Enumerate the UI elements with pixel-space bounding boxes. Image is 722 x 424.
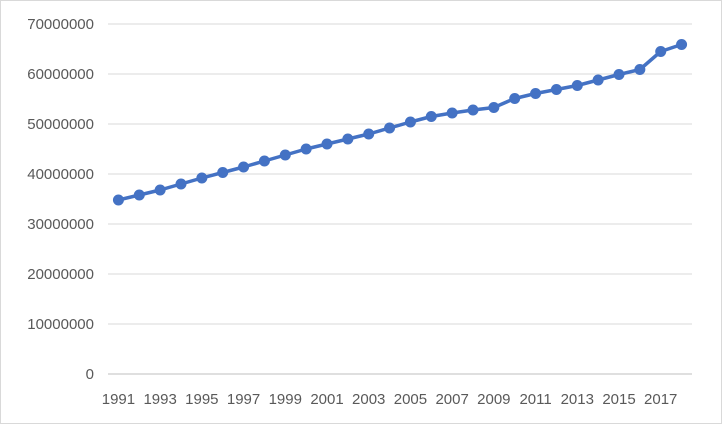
y-tick-label: 70000000 [27, 16, 94, 33]
x-tick-label: 2009 [477, 391, 510, 408]
gridlines [108, 23, 692, 325]
data-point [258, 155, 270, 167]
data-point [613, 69, 625, 80]
data-point [154, 184, 166, 196]
data-point [217, 167, 229, 178]
x-axis-tick-labels: 1991 1993 1995 1997 1999 2001 2003 2005 2007 2009… [102, 391, 678, 408]
data-point [425, 111, 437, 122]
x-tick-label: 1995 [185, 391, 218, 408]
data-point [509, 93, 521, 104]
data-point [384, 122, 396, 134]
data-point [550, 84, 562, 95]
x-tick-label: 2017 [644, 391, 677, 408]
y-axis-tick-labels: 0 10000000 20000000 30000000 40000000 5000000… [27, 16, 94, 383]
y-tick-label: 20000000 [27, 266, 94, 283]
x-tick-label: 1991 [102, 391, 135, 408]
series-group [112, 39, 688, 206]
data-point [655, 46, 667, 57]
data-point [592, 74, 604, 86]
y-tick-label: 10000000 [27, 316, 94, 333]
data-point [404, 116, 416, 128]
data-point [530, 88, 542, 99]
y-tick-label: 40000000 [27, 166, 94, 183]
data-point [676, 39, 688, 50]
y-tick-label: 60000000 [27, 66, 94, 83]
x-tick-label: 1997 [227, 391, 260, 408]
x-tick-label: 2013 [561, 391, 594, 408]
data-point [279, 149, 291, 161]
series-line [116, 42, 684, 202]
data-point [467, 104, 479, 116]
data-point [112, 194, 124, 206]
data-point [321, 138, 333, 150]
y-tick-label: 0 [86, 366, 94, 383]
data-point [634, 64, 646, 75]
data-point [363, 128, 375, 140]
x-tick-label: 2001 [310, 391, 343, 408]
data-point [238, 161, 250, 173]
data-point [300, 143, 312, 155]
x-tick-label: 2005 [394, 391, 427, 408]
x-tick-label: 2011 [519, 391, 551, 408]
data-point [175, 178, 187, 190]
data-point [133, 189, 145, 201]
x-tick-label: 2003 [352, 391, 385, 408]
data-point [196, 172, 208, 184]
x-tick-label: 2007 [435, 391, 468, 408]
data-point [488, 102, 500, 113]
x-tick-label: 1993 [143, 391, 176, 408]
x-tick-label: 2015 [602, 391, 635, 408]
x-tick-label: 1999 [269, 391, 302, 408]
y-tick-label: 50000000 [27, 116, 94, 133]
data-point [342, 133, 354, 145]
y-tick-label: 30000000 [27, 216, 94, 233]
data-point [446, 107, 458, 119]
data-point [571, 80, 583, 91]
